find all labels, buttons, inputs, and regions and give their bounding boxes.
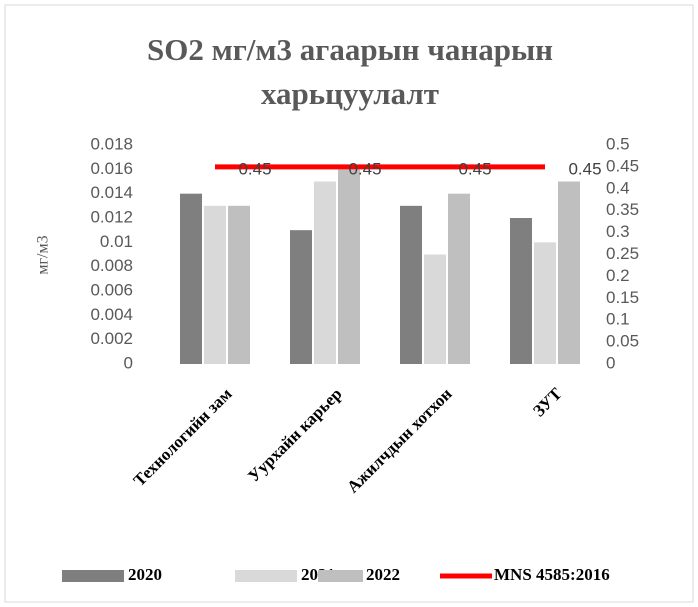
data-label: 0.45 (238, 159, 271, 178)
y2-tick-label: 0.35 (606, 200, 639, 219)
legend-swatch (235, 570, 297, 582)
chart-title: SO2 мг/м3 агаарын чанарын харьцуулалт (146, 32, 554, 111)
y-tick-label: 0.006 (90, 280, 133, 299)
y-tick-label: 0.014 (90, 183, 133, 202)
x-tick-label: ЗУТ (529, 384, 566, 421)
y2-tick-label: 0.5 (606, 134, 630, 153)
y2-tick-label: 0.15 (606, 288, 639, 307)
y-tick-label: 0.004 (90, 305, 133, 324)
y2-tick-label: 0.4 (606, 178, 630, 197)
y-tick-label: 0.002 (90, 329, 133, 348)
x-tick-label: Ажилчдын хотхон (343, 384, 456, 497)
legend-label: MNS 4585:2016 (494, 565, 610, 584)
bar (400, 205, 422, 364)
y-axis-title: мг/м3 (35, 235, 52, 274)
y2-tick-label: 0 (606, 353, 615, 372)
chart-border (4, 4, 694, 603)
bar (314, 181, 336, 364)
bar (290, 230, 312, 364)
y-tick-label: 0.008 (90, 256, 133, 275)
bar (424, 254, 446, 364)
data-label: 0.45 (348, 159, 381, 178)
bar (510, 218, 532, 364)
y-tick-label: 0.01 (100, 232, 133, 251)
legend-swatch (318, 570, 363, 582)
legend-label: 2022 (366, 565, 400, 584)
bar (228, 205, 250, 364)
legend-swatch (62, 570, 124, 582)
y2-tick-label: 0.25 (606, 244, 639, 263)
bar (534, 242, 556, 364)
y2-tick-label: 0.1 (606, 310, 630, 329)
y2-tick-label: 0.05 (606, 332, 639, 351)
x-tick-label: Технологийн зам (130, 384, 236, 490)
legend-label: 2020 (128, 565, 162, 584)
bar (448, 193, 470, 364)
y-tick-label: 0.018 (90, 134, 133, 153)
bar (204, 205, 226, 364)
y2-tick-label: 0.45 (606, 156, 639, 175)
bar (338, 169, 360, 364)
y-tick-label: 0.016 (90, 159, 133, 178)
data-label: 0.45 (568, 159, 601, 178)
x-tick-label: Уурхайн карьер (244, 384, 345, 485)
bar (180, 193, 202, 364)
bar (558, 181, 580, 364)
y-tick-label: 0.012 (90, 207, 133, 226)
y2-tick-label: 0.2 (606, 266, 630, 285)
data-label: 0.45 (458, 159, 491, 178)
y-tick-label: 0 (124, 353, 133, 372)
y2-tick-label: 0.3 (606, 222, 630, 241)
